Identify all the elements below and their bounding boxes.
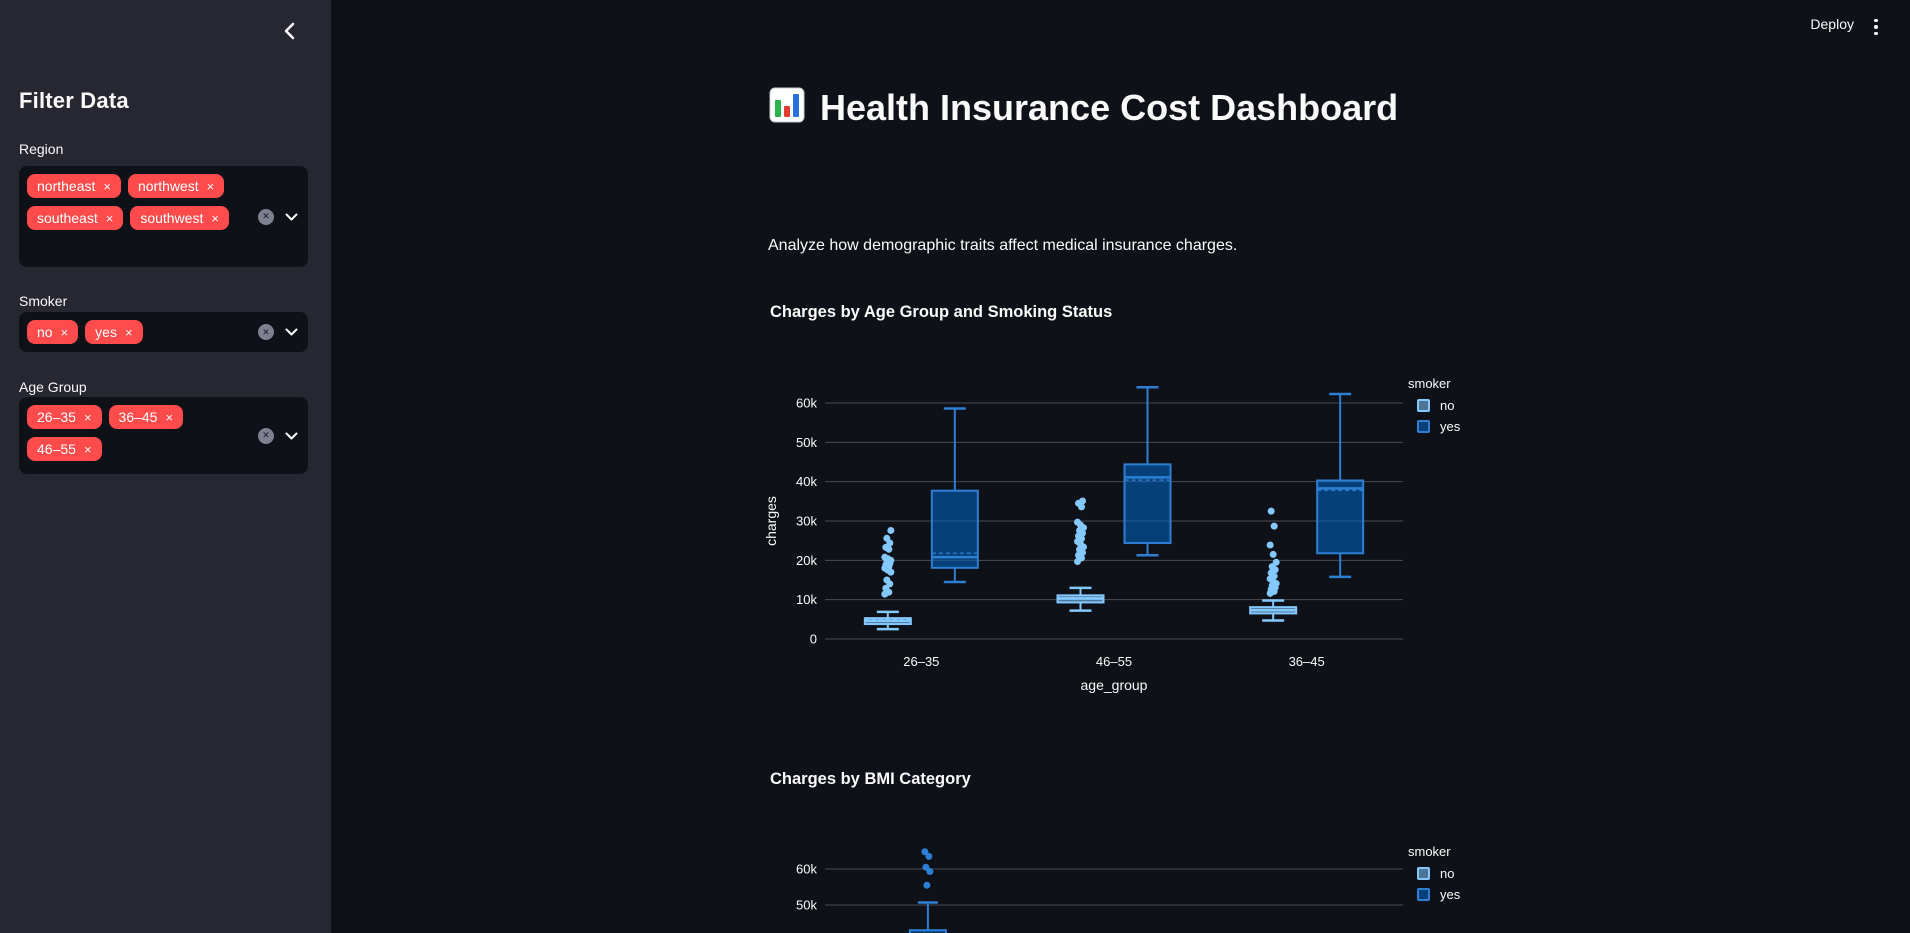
svg-text:50k: 50k [796, 435, 817, 450]
page-title-text: Health Insurance Cost Dashboard [820, 87, 1399, 128]
sidebar-collapse-button[interactable] [272, 14, 306, 48]
legend-item-yes[interactable]: yes [1408, 419, 1460, 434]
chip-26-35[interactable]: 26–35 × [27, 405, 102, 429]
svg-text:60k: 60k [796, 862, 817, 877]
svg-text:30k: 30k [796, 514, 817, 529]
chip-remove-icon[interactable]: × [105, 210, 114, 226]
legend-item-no[interactable]: no [1408, 398, 1460, 413]
age-smoker-boxplot-chart[interactable]: 0 10k 20k 30k 40k 50k 60k charges 26–35 46–55 36–4… [755, 360, 1455, 700]
chevron-down-icon[interactable] [285, 432, 298, 440]
region-multiselect[interactable]: northeast × northwest × southeast × southwe… [19, 166, 308, 267]
svg-text:50k: 50k [796, 898, 817, 913]
legend-swatch-no [1417, 867, 1430, 880]
chart2-legend: smoker no yes [1408, 844, 1460, 908]
svg-text:40k: 40k [796, 474, 817, 489]
page-subtitle: Analyze how demographic traits affect me… [768, 237, 1238, 254]
chart1-heading: Charges by Age Group and Smoking Status [770, 303, 1113, 321]
svg-text:26–35: 26–35 [903, 654, 939, 669]
svg-text:charges: charges [763, 496, 779, 546]
chip-remove-icon[interactable]: × [103, 178, 111, 194]
legend-swatch-no [1417, 399, 1430, 412]
legend-swatch-yes [1417, 888, 1430, 901]
overflow-menu-button[interactable] [1860, 11, 1892, 43]
svg-text:10k: 10k [796, 592, 817, 607]
svg-text:46–55: 46–55 [1096, 654, 1132, 669]
legend-title: smoker [1408, 844, 1451, 859]
chip-southwest[interactable]: southwest × [130, 206, 229, 230]
clear-all-icon[interactable]: ✕ [258, 208, 274, 225]
chip-remove-icon[interactable]: × [124, 324, 133, 340]
legend-item-yes[interactable]: yes [1408, 887, 1460, 902]
chip-remove-icon[interactable]: × [60, 324, 69, 340]
chevron-left-icon [284, 22, 294, 40]
age-group-multiselect[interactable]: 26–35 × 36–45 × 46–55 × ✕ [19, 397, 308, 474]
chip-36-45[interactable]: 36–45 × [108, 405, 184, 429]
svg-text:36–45: 36–45 [1289, 654, 1325, 669]
sidebar-title: Filter Data [19, 88, 129, 113]
chip-northeast[interactable]: northeast × [27, 174, 121, 198]
legend-item-no[interactable]: no [1408, 866, 1460, 881]
chevron-down-icon[interactable] [285, 213, 298, 221]
smoker-selected-chips: no × yes × [19, 312, 244, 352]
chart2-heading: Charges by BMI Category [770, 770, 971, 788]
chip-remove-icon[interactable]: × [211, 210, 219, 226]
page-title: Health Insurance Cost Dashboard [768, 86, 1408, 130]
deploy-button[interactable]: Deploy [1810, 16, 1854, 32]
chip-remove-icon[interactable]: × [83, 409, 92, 425]
age-group-filter-label: Age Group [19, 379, 87, 395]
chip-yes[interactable]: yes × [85, 320, 143, 344]
smoker-multiselect[interactable]: no × yes × ✕ [19, 312, 308, 352]
legend-title: smoker [1408, 376, 1451, 391]
age-group-selected-chips: 26–35 × 36–45 × 46–55 × [19, 397, 244, 469]
svg-text:age_group: age_group [1081, 677, 1148, 693]
region-selected-chips: northeast × northwest × southeast × southwe… [19, 166, 244, 238]
clear-all-icon[interactable]: ✕ [258, 324, 274, 340]
region-filter-label: Region [19, 141, 64, 157]
kebab-icon [1874, 18, 1878, 36]
chip-southeast[interactable]: southeast × [27, 206, 124, 230]
smoker-filter-label: Smoker [19, 293, 68, 309]
chip-northwest[interactable]: northwest × [127, 174, 225, 198]
chevron-down-icon[interactable] [285, 328, 298, 336]
legend-swatch-yes [1417, 420, 1430, 433]
clear-all-icon[interactable]: ✕ [258, 427, 274, 444]
sidebar: Filter Data Region northeast × northwest ×… [0, 0, 331, 933]
chip-46-55[interactable]: 46–55 × [27, 437, 102, 461]
chip-remove-icon[interactable]: × [206, 178, 215, 194]
chip-remove-icon[interactable]: × [165, 409, 174, 425]
svg-text:60k: 60k [796, 396, 817, 411]
chart1-legend: smoker no yes [1408, 376, 1460, 440]
bar-chart-icon [769, 87, 805, 123]
svg-text:0: 0 [810, 632, 817, 647]
bmi-boxplot-chart[interactable]: 60k 50k [755, 840, 1455, 933]
svg-text:20k: 20k [796, 553, 817, 568]
chip-no[interactable]: no × [27, 320, 79, 344]
chip-remove-icon[interactable]: × [83, 441, 92, 457]
